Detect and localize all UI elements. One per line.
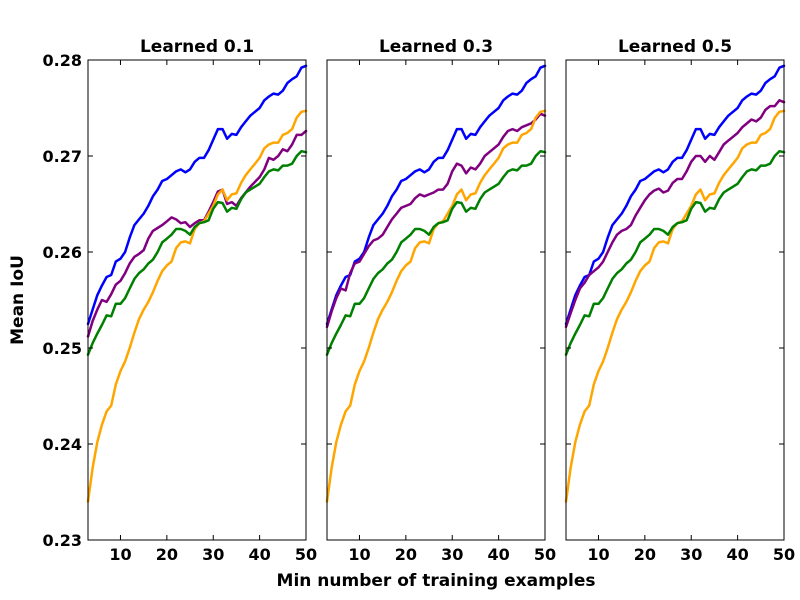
x-tick-label: 50 xyxy=(534,545,556,564)
x-tick-label: 30 xyxy=(202,545,224,564)
x-tick-label: 40 xyxy=(726,545,748,564)
x-tick-label: 50 xyxy=(773,545,795,564)
panel-3-series-1-line xyxy=(564,64,786,326)
chart-panels: 10 20 30 40 50 0.23 0.24 0.25 0.26 0.27 0.28 Learne… xyxy=(43,37,796,564)
y-tick-label: 0.25 xyxy=(43,339,82,358)
x-tick-label: 20 xyxy=(156,545,178,564)
panel-2-series-1-line xyxy=(325,64,547,326)
x-tick-label: 30 xyxy=(441,545,463,564)
x-tick-label: 30 xyxy=(680,545,702,564)
x-tick-label: 10 xyxy=(109,545,131,564)
x-tick-label: 10 xyxy=(587,545,609,564)
x-tick-label: 20 xyxy=(634,545,656,564)
panel-1-title: Learned 0.1 xyxy=(140,37,254,57)
panel-2-title: Learned 0.3 xyxy=(379,37,493,57)
x-axis-label: Min number of training examples xyxy=(277,571,596,591)
y-tick-label: 0.28 xyxy=(43,51,82,70)
x-tick-label: 40 xyxy=(248,545,270,564)
y-tick-label: 0.24 xyxy=(43,435,82,454)
panel-2-series-2-line xyxy=(325,112,547,329)
y-tick-label: 0.26 xyxy=(43,243,82,262)
panel-1-frame xyxy=(87,59,307,541)
x-tick-label: 20 xyxy=(395,545,417,564)
panel-1-series-4-line xyxy=(86,149,308,356)
y-axis-label: Mean IoU xyxy=(8,255,28,345)
panel-3-frame xyxy=(565,59,785,541)
x-tick-label: 40 xyxy=(487,545,509,564)
panel-1: 10 20 30 40 50 0.23 0.24 0.25 0.26 0.27 0.28 Learne… xyxy=(43,37,318,564)
x-tick-label: 50 xyxy=(295,545,317,564)
panel-2-frame xyxy=(326,59,546,541)
panel-2-series-4-line xyxy=(325,149,547,356)
y-tick-label: 0.27 xyxy=(43,147,82,166)
panel-3-title: Learned 0.5 xyxy=(618,37,732,57)
panel-1-series-2-line xyxy=(86,129,308,338)
y-tick-label: 0.23 xyxy=(43,531,82,550)
panel-3-series-4-line xyxy=(564,149,786,356)
panel-2: 10 20 30 40 50 Learned 0.3 xyxy=(325,37,556,564)
panel-3: 10 20 30 40 50 Learned 0.5 xyxy=(564,37,795,564)
x-tick-label: 10 xyxy=(348,545,370,564)
panel-1-series-1-line xyxy=(86,64,308,326)
panel-3-series-2-line xyxy=(564,99,786,329)
